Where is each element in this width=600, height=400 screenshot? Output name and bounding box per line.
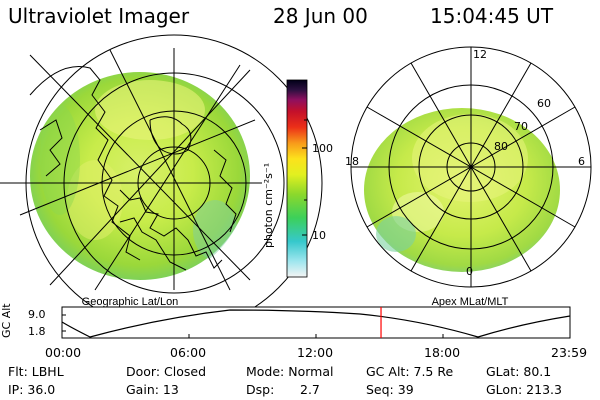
info-ip: IP: 36.0 [8,382,56,397]
info-filter: Flt: LBHL [8,364,64,379]
altitude-x-tick-2359: 23:59 [551,345,588,360]
polar-mlt-18: 18 [345,155,359,168]
colorbar-tick-10: 10 [312,229,326,242]
info-dsp-label: Dsp: [246,382,275,397]
altitude-plot [61,306,571,339]
info-glon: GLon: 213.3 [486,382,562,397]
polar-mlt-6: 6 [578,155,585,168]
altitude-y-label: GC Alt [0,303,13,338]
geographic-caption: Geographic Lat/Lon [82,296,179,308]
time-label: 15:04:45 UT [430,4,554,28]
info-gc-alt: GC Alt: 7.5 Re [366,364,454,379]
instrument-title: Ultraviolet Imager [8,4,190,28]
info-seq: Seq: 39 [366,382,414,397]
geographic-image [30,72,250,280]
colorbar [286,79,308,278]
altitude-x-tick-0600: 06:00 [170,345,207,360]
polar-lat-80: 80 [494,140,508,153]
polar-caption: Apex MLat/MLT [432,296,509,308]
colorbar-units-label: photon cm⁻²s⁻¹ [262,162,275,248]
info-glat: GLat: 80.1 [486,364,552,379]
date-label: 28 Jun 00 [273,4,368,28]
info-dsp-value: 2.7 [300,382,320,397]
altitude-x-tick-1800: 18:00 [424,345,461,360]
altitude-x-tick-0000: 00:00 [45,345,82,360]
polar-image [350,46,592,288]
polar-lat-60: 60 [537,97,551,110]
info-mode: Mode: Normal [246,364,334,379]
info-gain: Gain: 13 [126,382,179,397]
colorbar-tick-100: 100 [312,142,333,155]
altitude-x-tick-1200: 12:00 [297,345,334,360]
altitude-y-tick-bottom: 1.8 [28,325,46,338]
polar-lat-70: 70 [514,120,528,133]
polar-mlt-12: 12 [473,48,487,61]
polar-mlt-0: 0 [466,265,473,278]
altitude-y-tick-top: 9.0 [28,308,46,321]
info-door: Door: Closed [126,364,207,379]
